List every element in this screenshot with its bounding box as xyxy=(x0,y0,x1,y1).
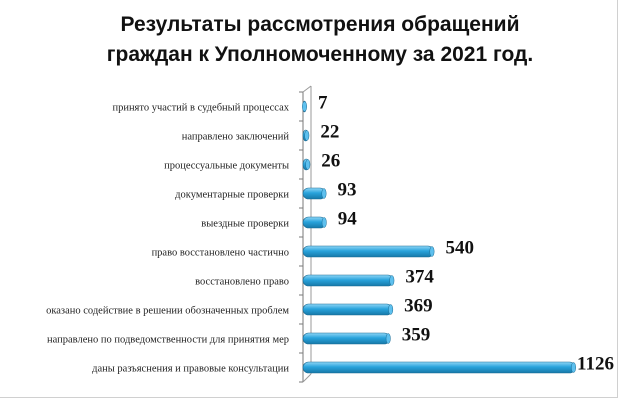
bar-end-cap xyxy=(302,101,307,112)
category-label: направлено заключений xyxy=(182,132,290,143)
chart-title: Результаты рассмотрения обращений гражда… xyxy=(106,13,534,66)
bar-end-cap xyxy=(304,130,310,141)
bar xyxy=(302,361,576,374)
data-label: 93 xyxy=(337,180,356,201)
category-label: восстановлено право xyxy=(195,277,289,288)
data-label: 369 xyxy=(404,296,433,317)
bar-end-cap xyxy=(389,275,395,286)
category-label: оказано содействие в решении обозначенны… xyxy=(46,306,289,317)
category-label: даны разъяснения и правовые консультации xyxy=(92,364,289,375)
data-label: 94 xyxy=(338,209,358,230)
bar-end-cap xyxy=(571,362,576,373)
bar-end-cap xyxy=(385,333,391,344)
category-label: принято участий в судебный процессах xyxy=(112,103,289,114)
bar xyxy=(302,332,391,345)
bar-end-cap xyxy=(305,159,311,170)
category-label: направлено по подведомственности для при… xyxy=(47,335,289,346)
axis-depth-line xyxy=(302,85,312,93)
bar-end-cap xyxy=(321,188,327,199)
bar xyxy=(302,245,434,258)
category-label: процессуальные документы xyxy=(164,161,289,172)
data-label: 1126 xyxy=(577,354,614,375)
category-label: право восстановлено частично xyxy=(152,248,289,259)
bar-end-cap xyxy=(321,217,327,228)
bar-end-cap xyxy=(429,246,435,257)
category-label: выездные проверки xyxy=(201,219,289,230)
bar-end-cap xyxy=(388,304,394,315)
data-label: 359 xyxy=(402,325,431,346)
data-label: 374 xyxy=(405,267,434,288)
bar xyxy=(302,274,394,287)
data-label: 26 xyxy=(321,151,340,172)
bar xyxy=(302,303,393,316)
axis-depth-line xyxy=(302,373,312,383)
data-label: 22 xyxy=(320,122,339,143)
category-label: документарные проверки xyxy=(175,190,289,201)
data-label: 540 xyxy=(445,238,474,259)
data-label: 7 xyxy=(318,93,328,114)
